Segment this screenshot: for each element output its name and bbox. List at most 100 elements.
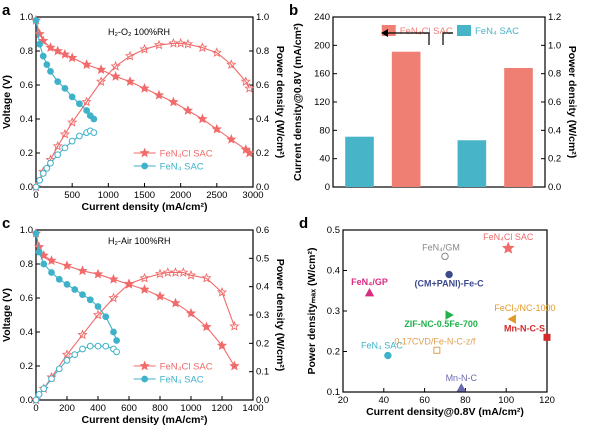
y2-tick-label: 0.8 xyxy=(256,46,269,57)
scatter-label: ZIF-NC-0.5Fe-700 xyxy=(404,319,478,329)
legend-marker xyxy=(141,162,149,170)
data-point xyxy=(79,345,86,353)
scatter-point xyxy=(441,252,449,261)
y-axis-label: Power densityₘₐₓ (W/cm²) xyxy=(306,248,318,375)
data-point xyxy=(94,303,102,310)
y2-axis-label: Power density (W/cm²) xyxy=(274,259,286,372)
data-point xyxy=(36,40,43,48)
data-point xyxy=(168,96,179,107)
data-point xyxy=(61,349,73,360)
scatter-label: (CM+PANI)-Fe-C xyxy=(415,279,485,289)
bar-power-fen4 xyxy=(457,140,487,187)
plot-frame xyxy=(35,229,254,401)
data-point xyxy=(39,52,47,60)
x-tick-label: 1000 xyxy=(180,403,201,414)
y2-axis-label: Power density (W/cm²) xyxy=(566,46,578,159)
x-tick-label: 600 xyxy=(121,403,137,414)
y2-tick-label: 1.0 xyxy=(548,40,561,51)
x-tick-label: 100 xyxy=(498,395,514,406)
condition-annotation: H₂-O₂ 100%RH xyxy=(108,27,170,37)
y-tick-label: 80 xyxy=(319,125,330,136)
data-point xyxy=(59,128,71,139)
data-point xyxy=(211,47,222,58)
panel-letter: d xyxy=(299,215,308,232)
y-tick-label: 1.0 xyxy=(20,225,33,236)
data-point xyxy=(113,337,120,344)
panel-b: b 0 40 80 120 160 200 240 0.0 0.2 0.4 0.6 0.8 1.0 1.2 C… xyxy=(289,2,578,193)
data-point xyxy=(47,159,54,167)
x-tick-label: 0 xyxy=(33,403,38,414)
data-point xyxy=(139,43,150,54)
bar-power-fen4cl xyxy=(504,68,533,187)
y-tick-label: 1.0 xyxy=(20,12,33,23)
data-point xyxy=(61,260,73,271)
data-point xyxy=(229,360,240,371)
data-point xyxy=(61,144,69,152)
legend-label: FeN₄Cl SAC xyxy=(160,362,213,373)
y-tick-label: 0.4 xyxy=(20,327,33,338)
y-tick-label: 0.2 xyxy=(20,361,33,372)
data-point xyxy=(92,309,104,320)
legend-label: FeN₄ SAC xyxy=(160,375,204,386)
y-axis-label: Voltage (V) xyxy=(1,75,13,129)
data-point xyxy=(54,151,62,159)
x-tick-label: 500 xyxy=(64,190,80,201)
x-tick-label: 1200 xyxy=(211,403,232,414)
y-axis-label: Voltage (V) xyxy=(1,288,13,342)
data-point xyxy=(201,272,212,283)
data-point xyxy=(83,107,91,114)
scatter-point xyxy=(543,333,551,341)
data-point xyxy=(102,313,110,321)
data-point xyxy=(32,183,40,191)
x-tick-label: 60 xyxy=(419,395,430,406)
data-point xyxy=(61,85,69,92)
data-point xyxy=(81,59,92,69)
legend-marker xyxy=(139,147,150,158)
series-line-fen4-power xyxy=(35,130,95,188)
series-line-fen4cl-voltage xyxy=(35,233,235,367)
data-point xyxy=(46,255,57,265)
x-tick-label: 1500 xyxy=(134,190,155,201)
scatter-label: FeCl₃/NC-1000 xyxy=(494,303,555,313)
y-tick-label: 0.2 xyxy=(20,148,33,159)
x-tick-label: 20 xyxy=(338,395,349,406)
data-point xyxy=(94,342,102,350)
y2-tick-label: 0.8 xyxy=(548,69,561,80)
legend-swatch xyxy=(457,25,471,36)
x-tick-label: 400 xyxy=(90,403,106,414)
arrow-left-head xyxy=(381,29,388,37)
x-tick-label: 800 xyxy=(152,403,168,414)
y-tick-label: 0.0 xyxy=(20,395,33,406)
data-point xyxy=(71,351,79,359)
legend-swatch xyxy=(381,25,396,36)
data-point xyxy=(139,284,150,294)
data-point xyxy=(71,286,79,293)
y2-tick-label: 0.2 xyxy=(548,154,561,165)
panel-letter: a xyxy=(2,2,11,19)
panel-letter: c xyxy=(2,215,10,232)
data-point xyxy=(124,76,136,86)
panel-c: c0 200 400 600 800 1000 1200 14000.00.20.40.60.… xyxy=(1,215,286,426)
data-point xyxy=(110,60,121,71)
data-point xyxy=(90,115,98,123)
data-point xyxy=(244,147,255,158)
data-point xyxy=(36,176,43,184)
data-point xyxy=(110,71,121,81)
data-point xyxy=(67,52,78,63)
scatter-label: FeN₄/GM xyxy=(422,242,460,252)
data-point xyxy=(34,28,45,39)
series-line-fen4cl-power xyxy=(35,271,235,401)
data-point xyxy=(175,37,186,48)
y-tick-label: 0.8 xyxy=(20,259,33,270)
x-axis-label: Current density@0.8V (mA/cm²) xyxy=(366,406,524,418)
y2-tick-label: 1.2 xyxy=(548,12,561,23)
y-tick-label: 160 xyxy=(314,69,330,80)
y2-tick-label: 0.1 xyxy=(256,367,269,378)
y-tick-label: 0.6 xyxy=(20,293,33,304)
y2-tick-label: 0.6 xyxy=(256,225,269,236)
data-point xyxy=(92,268,104,279)
condition-annotation: H₂-Air 100%RH xyxy=(108,236,171,246)
legend-label: FeN₄ SAC xyxy=(160,162,204,173)
legend-label: FeN₄ SAC xyxy=(475,26,519,37)
x-axis-label: Current density (mA/cm²) xyxy=(81,201,207,213)
